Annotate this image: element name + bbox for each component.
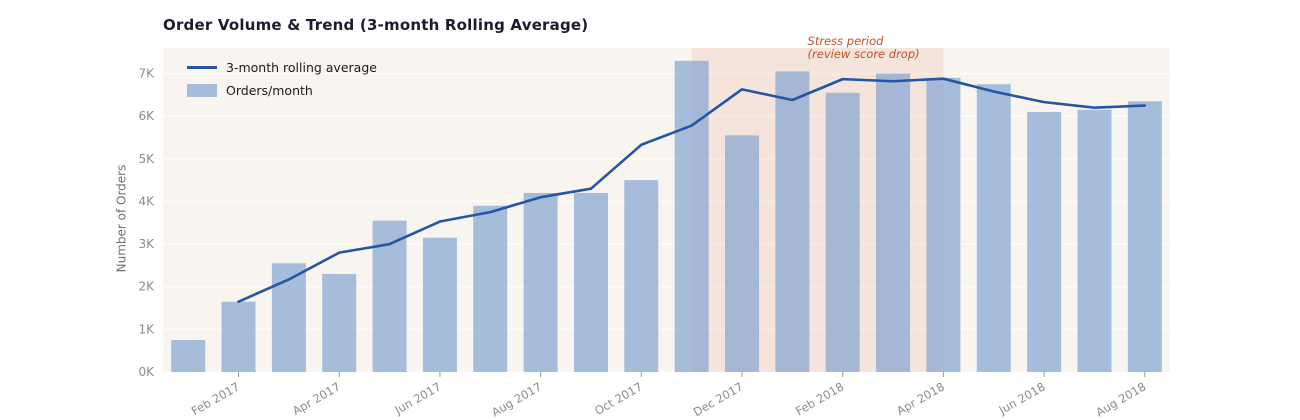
order-bar <box>775 71 810 373</box>
x-tick-label: Jun 2018 <box>996 379 1048 417</box>
x-tick-label: Jun 2017 <box>391 379 443 417</box>
legend-item-orders-per-month: Orders/month <box>187 83 377 98</box>
order-bar <box>171 340 206 372</box>
annotation-line2: (review score drop) <box>808 47 920 61</box>
x-tick-label: Feb 2017 <box>189 379 242 418</box>
legend: 3-month rolling average Orders/month <box>187 60 377 98</box>
order-bar <box>674 60 709 372</box>
order-bar <box>976 84 1011 372</box>
x-tick-label: Aug 2017 <box>489 379 544 419</box>
order-bar <box>876 73 911 372</box>
order-bar <box>1027 111 1062 373</box>
order-bar <box>573 192 608 372</box>
order-bar <box>926 77 961 372</box>
line-swatch <box>187 66 217 69</box>
order-bar <box>473 205 508 372</box>
order-bar <box>1077 109 1112 372</box>
order-bar <box>271 263 306 372</box>
legend-label-rolling-average: 3-month rolling average <box>226 60 377 75</box>
x-tick-label: Apr 2018 <box>894 379 947 418</box>
order-bar <box>1127 101 1162 372</box>
order-bar <box>422 237 457 372</box>
y-tick-label: 0K <box>138 365 155 379</box>
order-bar <box>725 135 760 372</box>
legend-item-rolling-average: 3-month rolling average <box>187 60 377 75</box>
y-tick-label: 6K <box>138 109 155 123</box>
y-tick-label: 2K <box>138 280 155 294</box>
x-tick-label: Aug 2018 <box>1093 379 1148 419</box>
rolling-average-line <box>237 77 1147 303</box>
y-tick-label: 5K <box>138 152 155 166</box>
y-tick-label: 1K <box>138 322 155 336</box>
y-tick-label: 7K <box>138 67 155 81</box>
y-tick-label: 3K <box>138 237 155 251</box>
order-bar <box>523 192 558 372</box>
order-bar <box>825 92 860 373</box>
order-bar <box>624 180 659 372</box>
x-tick-label: Dec 2017 <box>691 379 746 419</box>
legend-label-orders-per-month: Orders/month <box>226 83 313 98</box>
order-bar <box>221 301 256 372</box>
x-tick-label: Apr 2017 <box>290 379 343 418</box>
chart-title: Order Volume & Trend (3-month Rolling Av… <box>163 16 589 34</box>
x-tick-label: Feb 2018 <box>793 379 846 418</box>
y-tick-label: 4K <box>138 194 155 208</box>
order-bar <box>322 273 357 372</box>
x-tick-label: Oct 2017 <box>592 379 645 418</box>
annotation-line1: Stress period <box>808 34 885 48</box>
bar-swatch <box>187 84 217 97</box>
y-axis-label: Number of Orders <box>114 164 129 273</box>
